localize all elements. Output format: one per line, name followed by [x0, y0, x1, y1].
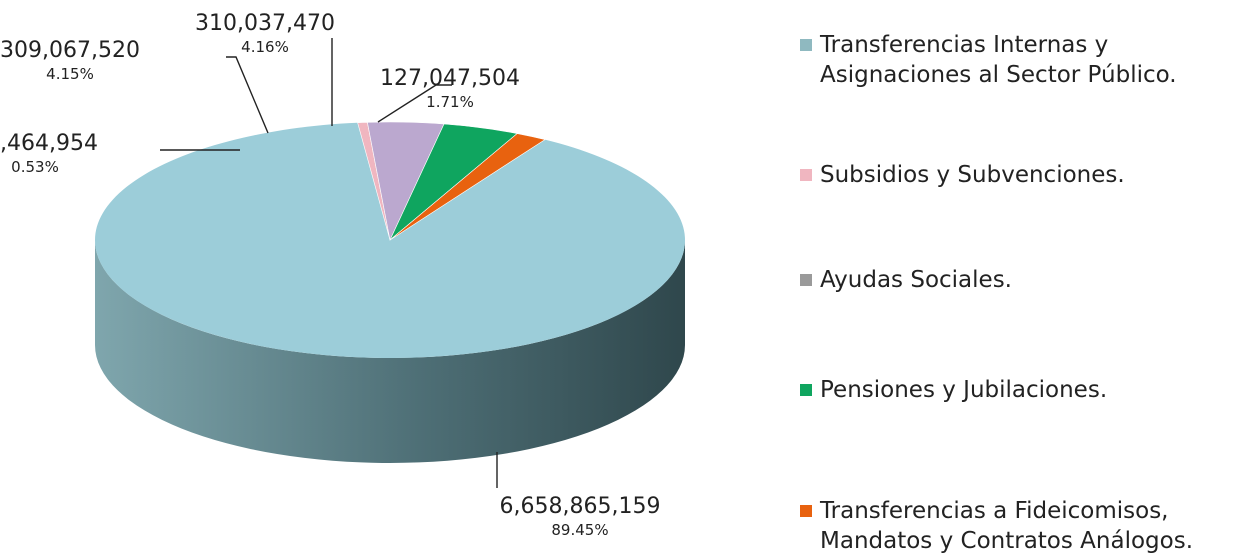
percent-label-3: 4.16% [241, 38, 289, 56]
legend-item-4: Transferencias a Fideicomisos, Mandatos … [800, 496, 1193, 556]
leader-line-2 [226, 56, 269, 134]
legend-swatch-0 [800, 39, 812, 51]
percent-label-0: 89.45% [551, 521, 608, 539]
percent-label-2: 4.15% [46, 65, 94, 83]
pie-side-wall [95, 240, 685, 463]
value-label-1: 39,464,954 [0, 131, 98, 156]
pie-top-faces [94, 121, 686, 358]
legend-label-3: Pensiones y Jubilaciones. [820, 377, 1108, 403]
pie-side-walls [95, 240, 685, 463]
pie-slice-4 [389, 133, 546, 241]
leader-lines [160, 38, 498, 488]
legend-label-0: Transferencias Internas y Asignaciones a… [820, 32, 1177, 88]
legend-label-4: Transferencias a Fideicomisos, Mandatos … [820, 498, 1194, 554]
legend-item-2: Ayudas Sociales. [800, 265, 1012, 295]
value-label-4: 127,047,504 [380, 66, 520, 91]
value-label-0: 6,658,865,159 [500, 494, 661, 519]
legend-item-0: Transferencias Internas y Asignaciones a… [800, 30, 1177, 90]
legend-swatch-1 [800, 169, 812, 181]
value-label-2: 309,067,520 [0, 38, 140, 63]
legend: Transferencias Internas y Asignaciones a… [800, 0, 1246, 555]
legend-item-3: Pensiones y Jubilaciones. [800, 375, 1107, 405]
legend-swatch-3 [800, 384, 812, 396]
legend-swatch-2 [800, 274, 812, 286]
legend-item-1: Subsidios y Subvenciones. [800, 160, 1125, 190]
percent-label-1: 0.53% [11, 158, 59, 176]
legend-label-1: Subsidios y Subvenciones. [820, 162, 1125, 188]
leader-line-4 [377, 84, 452, 123]
value-label-3: 310,037,470 [195, 11, 335, 36]
legend-swatch-4 [800, 505, 812, 517]
percent-label-4: 1.71% [426, 93, 474, 111]
data-labels: 6,658,865,159 89.45% 39,464,954 0.53% 309,06… [0, 11, 660, 539]
legend-label-2: Ayudas Sociales. [820, 267, 1012, 293]
